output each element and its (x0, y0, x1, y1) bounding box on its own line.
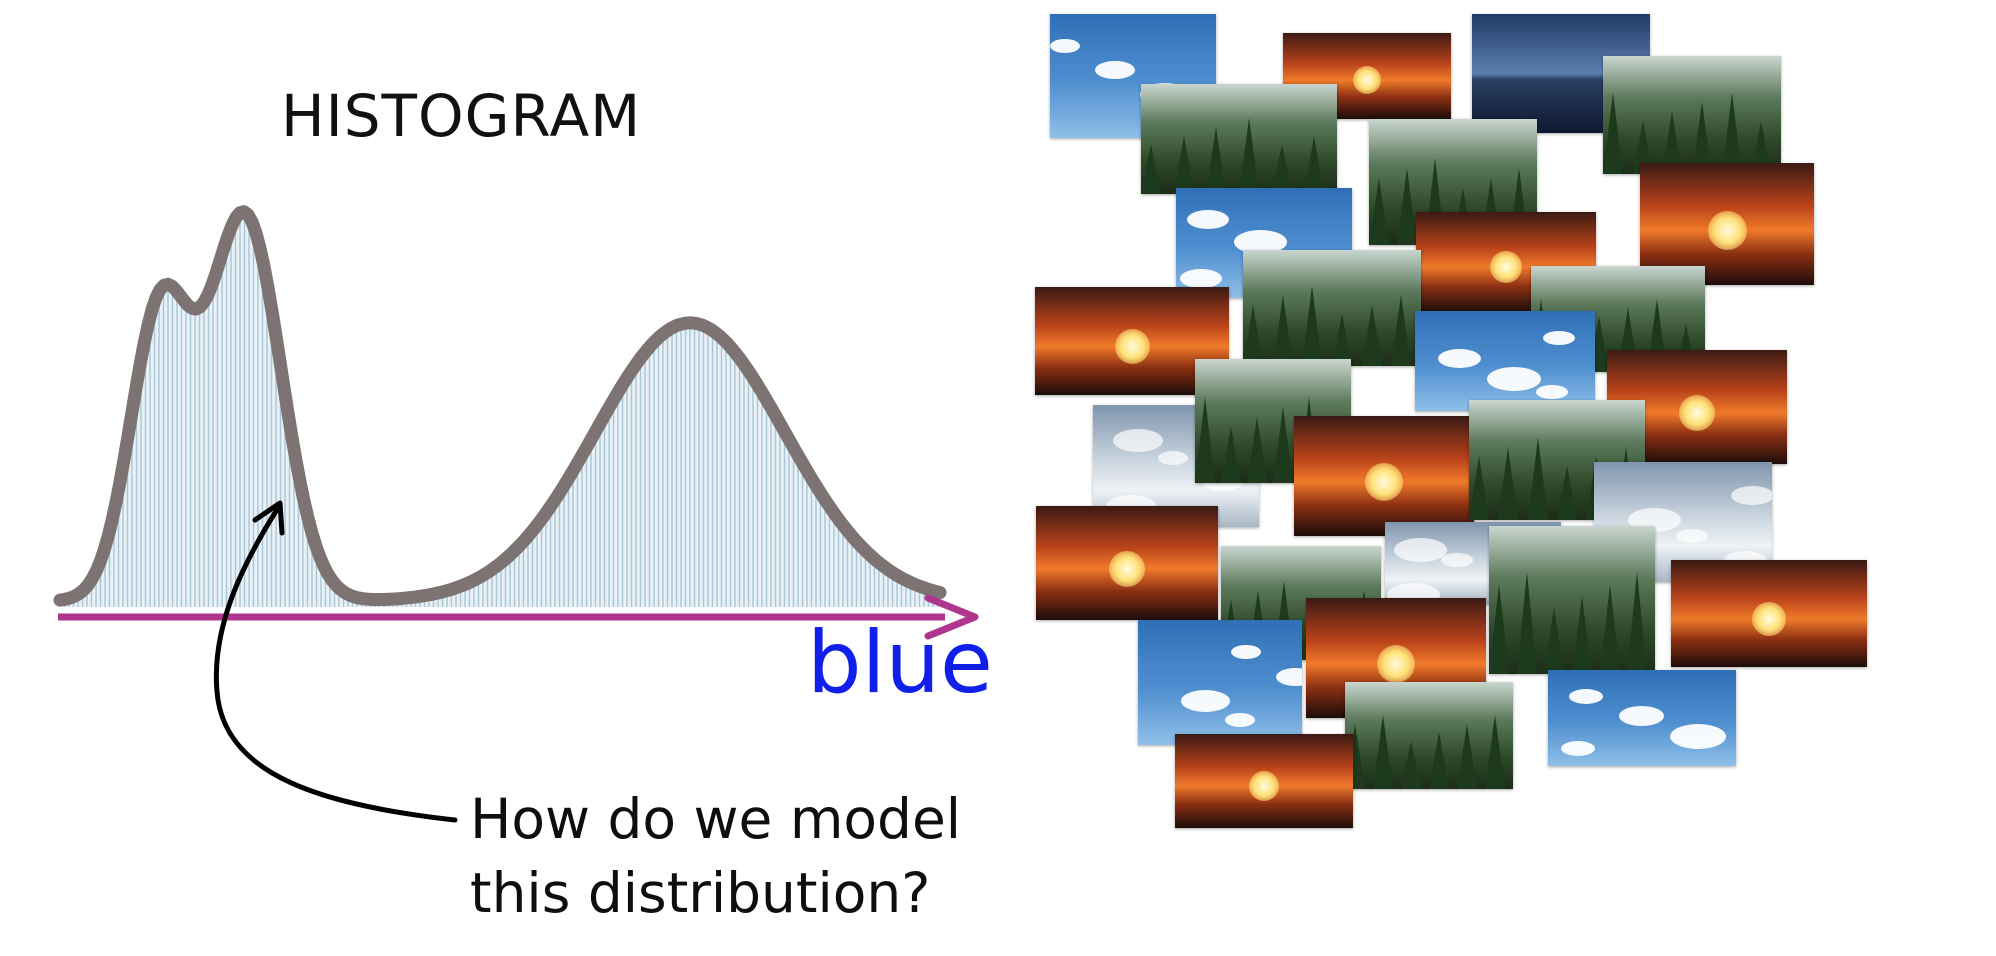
sun-glow (1679, 395, 1715, 431)
tree-shape (1141, 144, 1161, 194)
pointer-arrow (213, 505, 458, 823)
cloud-shape (1561, 741, 1595, 756)
tree-shape (1362, 305, 1382, 366)
cloud-shape (1276, 668, 1302, 686)
forest-photo (1345, 682, 1513, 789)
tree-shape (1633, 121, 1653, 174)
tree-shape (1272, 144, 1292, 194)
cloud-shape (1536, 385, 1568, 399)
distribution-curve (53, 205, 947, 607)
tree-shape (1544, 607, 1564, 674)
tree-shape (1304, 136, 1324, 194)
sky-photo (1138, 620, 1302, 745)
cloud-shape (1441, 553, 1473, 567)
cloud-shape (1731, 486, 1772, 505)
cloud-shape (1676, 529, 1708, 543)
sun-glow (1708, 211, 1747, 250)
forest-photo (1243, 250, 1421, 366)
tree-shape (1662, 111, 1682, 174)
tree-shape (1517, 572, 1537, 674)
cloud-shape (1225, 713, 1255, 727)
tree-shape (1373, 715, 1393, 789)
pointer-arrowhead (252, 500, 285, 536)
tree-shape (1498, 447, 1518, 520)
tree-shape (1485, 715, 1505, 789)
tree-shape (1302, 286, 1322, 366)
sunset-photo (1607, 350, 1787, 464)
cloud-shape (1050, 39, 1080, 53)
cloud-shape (1670, 724, 1726, 749)
sunset-photo (1175, 734, 1353, 828)
tree-shape (1174, 136, 1194, 194)
tree-shape (1627, 572, 1647, 674)
sun-glow (1752, 602, 1786, 636)
tree-shape (1469, 456, 1489, 520)
cloud-shape (1487, 367, 1541, 391)
tree-shape (1557, 466, 1577, 520)
sunset-photo (1671, 560, 1867, 667)
cloud-shape (1158, 451, 1188, 465)
cloud-shape (1438, 349, 1481, 368)
tree-shape (1572, 596, 1592, 674)
blue-axis-arrowhead (924, 594, 979, 640)
sun-glow (1490, 251, 1522, 283)
tree-shape (1239, 118, 1259, 194)
histogram-title: HISTOGRAM (281, 82, 642, 150)
sun-glow (1353, 66, 1381, 94)
tree-shape (1332, 314, 1352, 366)
cloud-shape (1181, 690, 1230, 712)
sky-photo (1415, 311, 1595, 411)
sunset-photo (1036, 506, 1218, 620)
sun-glow (1109, 551, 1145, 587)
tree-shape (1692, 102, 1712, 174)
sunset-photo (1294, 416, 1474, 536)
tree-shape (1195, 397, 1215, 483)
tree-shape (1722, 93, 1742, 174)
tree-shape (1369, 178, 1389, 245)
question-line-1: How do we model (470, 787, 962, 851)
tree-shape (1391, 295, 1411, 366)
tree-shape (1751, 121, 1771, 174)
sunset-photo (1035, 287, 1229, 395)
tree-shape (1429, 732, 1449, 789)
cloud-shape (1187, 210, 1229, 229)
cloud-shape (1619, 706, 1664, 726)
tree-shape (1401, 741, 1421, 789)
tree-shape (1247, 417, 1267, 483)
axis-label-blue: blue (807, 613, 993, 713)
cloud-shape (1569, 689, 1603, 704)
forest-photo (1141, 84, 1337, 194)
forest-photo (1603, 56, 1781, 174)
tree-shape (1397, 168, 1417, 245)
question-line-2: this distribution? (470, 861, 931, 925)
cloud-shape (1394, 538, 1447, 562)
cloud-shape (1180, 269, 1222, 288)
tree-shape (1243, 305, 1263, 366)
tree-shape (1489, 584, 1509, 674)
tree-shape (1603, 93, 1623, 174)
forest-photo (1489, 526, 1655, 674)
tree-shape (1221, 427, 1241, 483)
tree-shape (1600, 584, 1620, 674)
tree-shape (1273, 407, 1293, 483)
tree-shape (1528, 437, 1548, 520)
cloud-shape (1231, 645, 1261, 659)
sunset-photo (1640, 163, 1814, 285)
sun-glow (1377, 645, 1415, 683)
sky-photo (1548, 670, 1736, 766)
nature-photo-collage (1030, 0, 1930, 860)
tree-shape (1206, 127, 1226, 194)
cloud-shape (1095, 61, 1135, 79)
sun-glow (1249, 771, 1279, 801)
sun-glow (1365, 463, 1403, 501)
tree-shape (1273, 295, 1293, 366)
cloud-shape (1543, 331, 1575, 345)
cloud-shape (1113, 429, 1163, 452)
tree-shape (1457, 724, 1477, 789)
sun-glow (1115, 329, 1150, 364)
question-caption: How do we model this distribution? (470, 782, 961, 930)
